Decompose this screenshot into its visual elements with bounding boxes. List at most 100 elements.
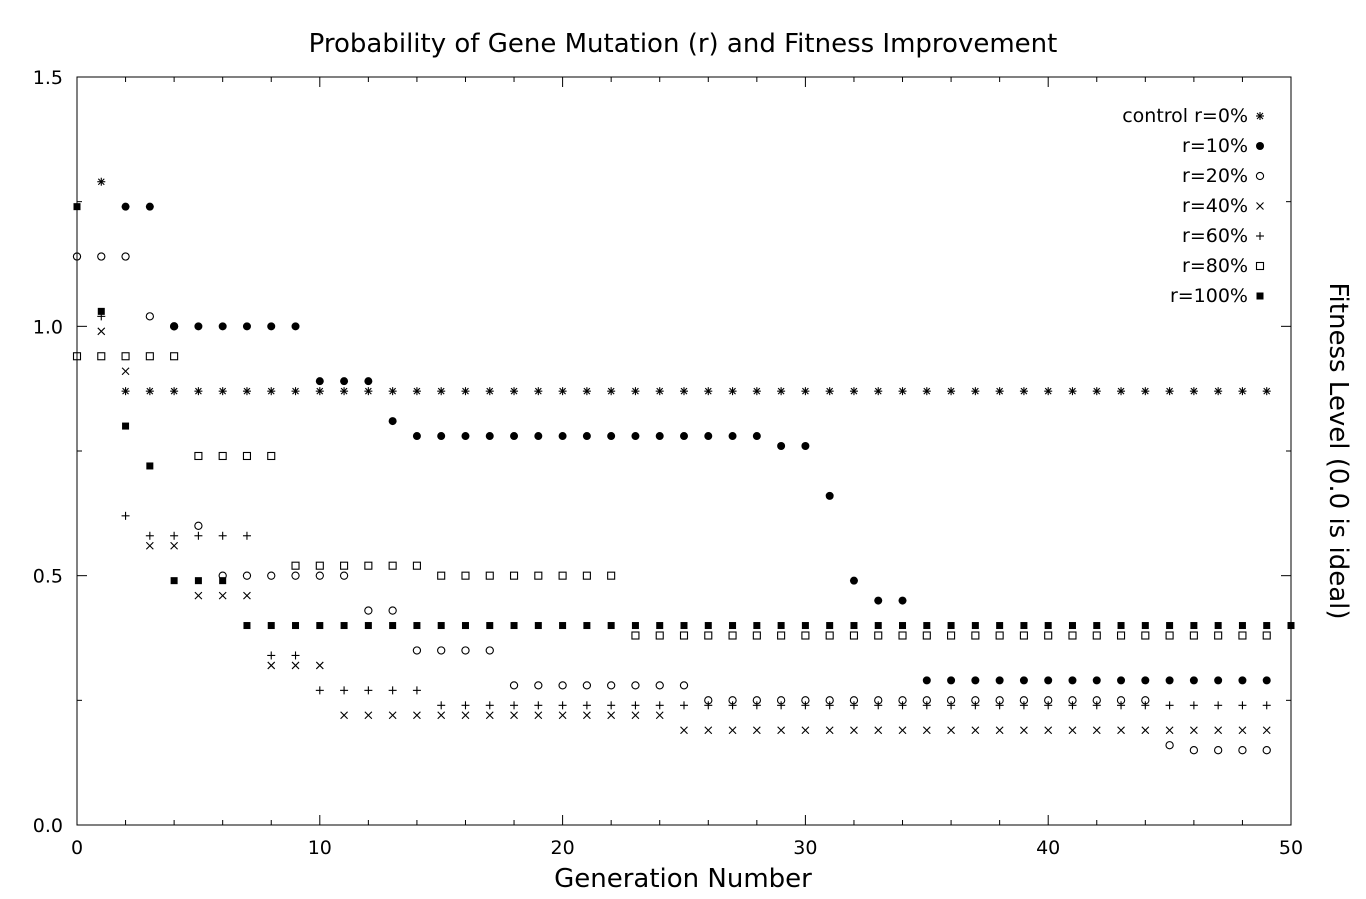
data-point [485,646,494,655]
data-point [1044,726,1053,735]
data-point [194,577,202,585]
data-point [752,726,761,735]
data-point [510,711,518,720]
series-6 [73,203,1295,630]
data-point [558,701,567,710]
data-point [607,711,616,720]
data-point [510,622,518,630]
data-point [1238,746,1247,755]
data-point [170,352,179,361]
data-point [1141,726,1150,735]
series-4 [97,312,1271,710]
data-point [315,661,324,670]
data-point [1214,701,1223,710]
data-point [1238,701,1247,710]
legend-marker [1256,112,1264,120]
data-point [631,622,639,630]
series-5 [72,352,1271,640]
data-point [461,387,470,396]
data-point [339,571,349,580]
data-point [315,387,324,396]
data-point [243,591,251,600]
data-point [752,387,761,396]
data-point [509,681,519,690]
data-point [1238,387,1247,396]
data-point [340,561,349,570]
data-point [121,252,130,261]
data-point [1189,631,1198,640]
data-point [874,701,883,710]
data-point [898,726,907,735]
data-point [825,491,834,500]
data-point [1262,701,1271,710]
data-point [752,631,761,640]
data-point [631,631,640,640]
legend-marker [1255,171,1265,181]
data-point [364,711,373,720]
legend-marker [1256,142,1264,150]
data-point [995,676,1004,685]
data-point [558,432,567,441]
data-point [242,387,251,396]
data-point [1044,676,1053,685]
x-tick-label: 10 [308,837,332,859]
data-point [194,521,203,530]
data-point [291,322,300,331]
data-point [72,252,82,261]
series-0 [97,177,1271,396]
legend-marker [1256,202,1264,210]
data-point [631,701,640,710]
data-point [194,451,203,461]
data-point [1116,631,1126,640]
data-point [1092,631,1101,640]
data-point [194,591,203,600]
data-point [995,726,1004,735]
data-point [291,661,300,670]
data-point [146,462,154,470]
data-point [607,571,616,580]
data-point [631,711,640,720]
data-point [583,622,591,630]
data-point [267,571,276,580]
data-point [704,387,713,396]
data-point [1262,746,1271,755]
data-point [656,622,664,630]
data-point [1068,387,1077,396]
data-point [145,541,154,550]
data-point [777,726,786,735]
data-point [1214,746,1223,755]
data-point [971,726,980,735]
data-point [291,651,300,660]
data-point [849,631,859,640]
data-point [1117,726,1125,735]
data-point [1092,726,1101,735]
x-tick-label: 0 [71,837,83,859]
data-point [1093,622,1101,630]
data-point [1165,701,1174,710]
data-point [655,711,664,720]
data-point [752,432,761,441]
data-point [267,661,276,670]
data-point [194,531,203,540]
data-point [267,322,276,331]
data-point [1165,631,1174,640]
data-point [388,387,397,396]
data-point [534,387,543,396]
data-point [1044,631,1053,640]
data-point [170,577,178,585]
data-point [559,622,567,630]
data-point [1165,387,1174,396]
data-point [777,701,786,710]
data-point [72,352,82,361]
data-point [388,606,397,615]
data-point [534,701,543,710]
x-axis-label: Generation Number [554,864,812,894]
data-point [1117,676,1126,685]
data-point [971,622,979,630]
data-point [801,631,810,640]
data-point [437,711,446,720]
data-point [170,387,179,396]
data-point [437,571,446,580]
data-point [1141,387,1150,396]
